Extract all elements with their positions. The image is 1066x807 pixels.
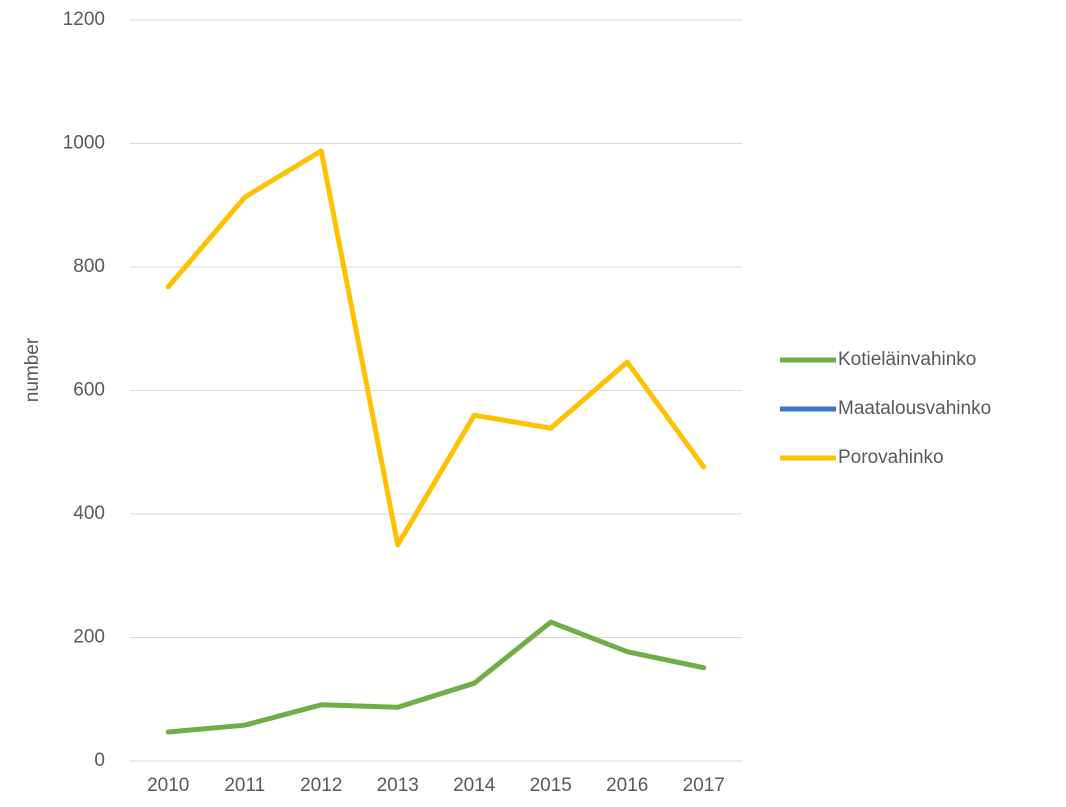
- x-tick-label: 2013: [377, 775, 419, 796]
- y-tick-label: 1000: [63, 133, 105, 154]
- legend-label: Porovahinko: [838, 447, 944, 468]
- x-tick-label: 2017: [683, 775, 725, 796]
- x-tick-label: 2014: [453, 775, 496, 796]
- y-tick-label: 1200: [63, 9, 105, 30]
- x-tick-label: 2011: [224, 775, 265, 796]
- y-tick-label: 400: [73, 503, 105, 524]
- y-tick-label: 600: [73, 380, 105, 401]
- legend-label: Kotieläinvahinko: [838, 349, 976, 370]
- legend-label: Maatalousvahinko: [838, 398, 991, 419]
- x-tick-label: 2016: [606, 775, 648, 796]
- y-axis-label: number: [22, 337, 43, 402]
- series-line: [165, 619, 707, 735]
- x-tick-label: 2012: [300, 775, 342, 796]
- x-tick-label: 2010: [147, 775, 189, 796]
- y-tick-label: 800: [73, 256, 105, 277]
- series-line: [165, 148, 707, 548]
- x-tick-label: 2015: [530, 775, 572, 796]
- y-tick-label: 200: [73, 627, 105, 648]
- y-tick-label: 0: [94, 750, 105, 771]
